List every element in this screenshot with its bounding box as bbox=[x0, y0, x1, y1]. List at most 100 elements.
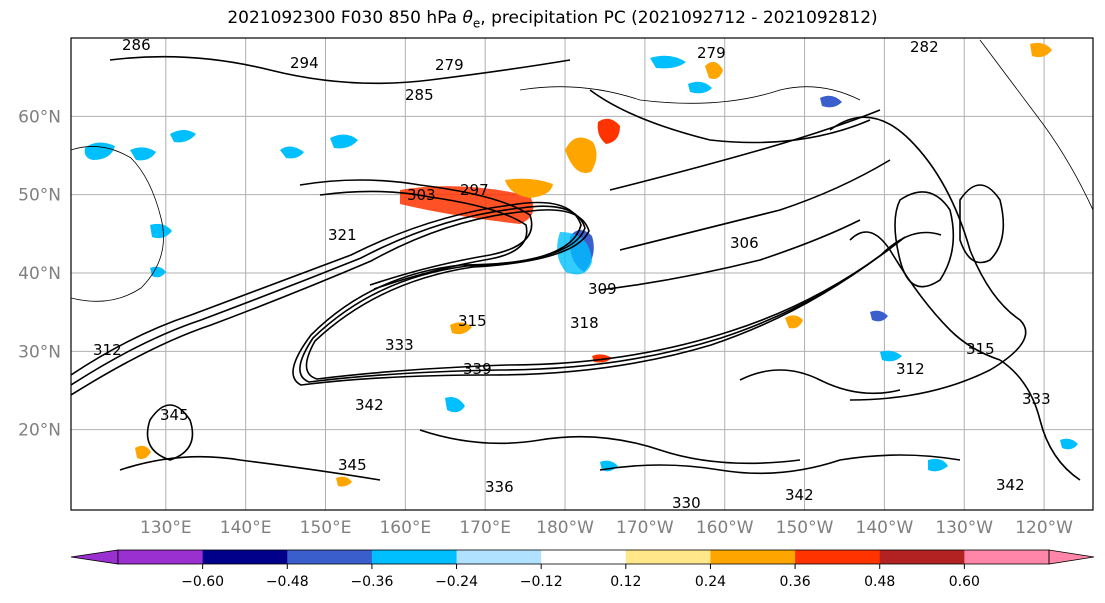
precip-patch bbox=[880, 350, 902, 362]
graticule bbox=[71, 38, 1093, 510]
latitude-label: 40°N bbox=[18, 264, 61, 284]
latitude-label: 60°N bbox=[18, 107, 61, 127]
colorbar-segment bbox=[541, 550, 627, 564]
contour-line bbox=[829, 116, 1027, 401]
contour-label: 342 bbox=[996, 476, 1025, 494]
longitude-label: 140°E bbox=[220, 518, 272, 538]
precip-patch bbox=[150, 266, 166, 278]
figure-title: 2021092300 F030 850 hPa θe, precipitatio… bbox=[0, 8, 1105, 30]
precip-patch bbox=[445, 397, 465, 413]
colorbar-tick-labels: −0.60 −0.48 −0.36 −0.24 −0.12 0.12 0.24 0.36 0.4… bbox=[181, 564, 980, 590]
contour-label: 342 bbox=[355, 396, 384, 414]
contour-line bbox=[739, 369, 901, 395]
contour-label: 286 bbox=[122, 36, 151, 54]
map-frame bbox=[70, 37, 1094, 511]
precip-patch bbox=[450, 322, 472, 335]
longitude-label: 130°W bbox=[935, 518, 993, 538]
colorbar-tick-label: −0.12 bbox=[520, 574, 563, 590]
colorbar-segment bbox=[202, 550, 288, 564]
colorbar-tick-label: 0.60 bbox=[949, 574, 980, 590]
contour-line bbox=[146, 404, 194, 461]
colorbar-segment bbox=[964, 550, 1050, 564]
precip-patch bbox=[928, 458, 948, 472]
contour-line bbox=[419, 429, 801, 465]
precip-patch bbox=[135, 445, 151, 460]
contour-label: 306 bbox=[730, 234, 759, 252]
colorbar-segment bbox=[287, 550, 373, 564]
colorbar-extend-min bbox=[70, 549, 119, 565]
contour-label-group: 286 294 279 279 282 303 297 285 306 309 … bbox=[93, 36, 1051, 512]
map-background bbox=[71, 38, 1093, 510]
precip-patch bbox=[505, 178, 553, 198]
longitude-labels: 130°E 140°E 150°E 160°E 170°E 180°W 170°W 160°W… bbox=[140, 518, 1073, 538]
colorbar-tick-label: 0.24 bbox=[695, 574, 726, 590]
coastline-asia bbox=[71, 146, 164, 302]
latitude-label: 20°N bbox=[18, 421, 61, 441]
longitude-label: 160°E bbox=[379, 518, 431, 538]
precip-patch bbox=[650, 55, 686, 69]
contour-line bbox=[599, 219, 861, 291]
colorbar-extend-max bbox=[1048, 549, 1095, 565]
latitude-label: 30°N bbox=[18, 342, 61, 362]
contour-label: 318 bbox=[570, 314, 599, 332]
theta-e-contours bbox=[71, 55, 1081, 481]
precip-patch bbox=[280, 146, 304, 159]
title-subscript: e bbox=[472, 16, 481, 31]
contour-label: 297 bbox=[460, 181, 489, 199]
contour-line bbox=[589, 89, 871, 144]
contour-line bbox=[71, 205, 894, 386]
contour-line bbox=[119, 455, 381, 481]
precip-patch bbox=[336, 476, 352, 487]
coastline-aleutians bbox=[519, 86, 861, 104]
longitude-label: 170°W bbox=[616, 518, 674, 538]
longitude-label: 150°W bbox=[776, 518, 834, 538]
precip-patch bbox=[565, 137, 597, 174]
contour-label: 333 bbox=[385, 336, 414, 354]
contour-label: 303 bbox=[407, 186, 436, 204]
contour-line bbox=[849, 231, 1001, 361]
contour-label: 312 bbox=[93, 341, 122, 359]
contour-label: 345 bbox=[160, 406, 189, 424]
longitude-label: 180°W bbox=[536, 518, 594, 538]
title-prefix: 2021092300 F030 850 hPa bbox=[227, 8, 463, 28]
precip-patch bbox=[84, 142, 115, 160]
contour-line bbox=[999, 359, 1081, 481]
colorbar-segment bbox=[118, 550, 204, 564]
contour-label: 315 bbox=[458, 312, 487, 330]
contour-line bbox=[109, 55, 571, 85]
contour-label: 330 bbox=[672, 494, 701, 512]
colorbar-tick-label: −0.60 bbox=[181, 574, 224, 590]
colorbar-tick-label: −0.48 bbox=[266, 574, 309, 590]
precip-patch bbox=[597, 118, 620, 144]
coastline-north-america bbox=[979, 39, 1093, 211]
longitude-label: 120°W bbox=[1015, 518, 1073, 538]
coastlines bbox=[71, 39, 1093, 302]
precip-patch bbox=[330, 134, 358, 149]
colorbar-segment bbox=[371, 550, 458, 564]
precip-patch bbox=[688, 81, 712, 94]
precip-patch bbox=[820, 95, 842, 108]
longitude-label: 150°E bbox=[300, 518, 352, 538]
precip-patch bbox=[1030, 42, 1052, 58]
precip-patch bbox=[785, 315, 803, 329]
precip-patch bbox=[170, 130, 196, 143]
colorbar-tick-label: −0.24 bbox=[435, 574, 478, 590]
contour-label: 321 bbox=[328, 226, 357, 244]
precip-patch bbox=[870, 310, 888, 322]
contour-label: 279 bbox=[435, 56, 464, 74]
precip-patch bbox=[130, 147, 156, 161]
precip-patch bbox=[705, 61, 723, 79]
colorbar-segment bbox=[879, 550, 965, 564]
colorbar-tick-label: 0.12 bbox=[610, 574, 641, 590]
colorbar-tick-label: 0.36 bbox=[780, 574, 811, 590]
contour-label: 279 bbox=[697, 44, 726, 62]
contour-label: 345 bbox=[338, 456, 367, 474]
latitude-labels: 20°N 30°N 40°N 50°N 60°N bbox=[18, 107, 61, 440]
colorbar-segment bbox=[795, 550, 881, 564]
contour-line bbox=[599, 454, 961, 475]
contour-line bbox=[894, 191, 955, 288]
contour-label: 315 bbox=[966, 340, 995, 358]
contour-line bbox=[319, 190, 528, 290]
colorbar-segment bbox=[710, 550, 796, 564]
